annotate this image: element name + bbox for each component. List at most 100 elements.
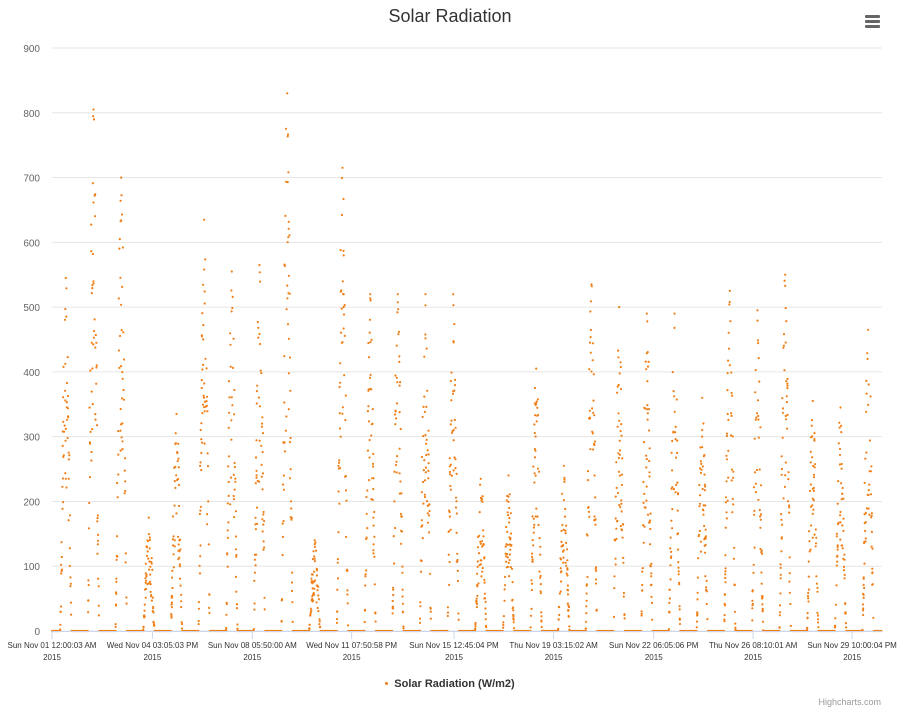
data-point — [623, 613, 626, 616]
data-point — [261, 488, 264, 491]
data-point — [540, 615, 543, 618]
data-point — [732, 557, 736, 560]
data-point — [565, 541, 568, 545]
data-point — [506, 553, 509, 556]
data-point — [202, 394, 205, 397]
data-point — [286, 284, 289, 287]
data-point — [92, 343, 95, 346]
data-point — [815, 575, 818, 578]
data-point — [866, 493, 869, 496]
x-tick-label-year: 2015 — [645, 653, 663, 662]
data-point — [723, 614, 726, 617]
data-point — [505, 499, 508, 502]
data-point — [402, 625, 405, 628]
x-tick-label: Thu Nov 26 08:10:01 AM — [709, 641, 798, 650]
data-point — [400, 530, 404, 533]
data-point — [423, 459, 426, 462]
data-point — [392, 588, 395, 591]
data-point — [757, 498, 760, 501]
data-point — [537, 523, 540, 527]
data-point — [449, 488, 452, 491]
data-point — [835, 535, 838, 538]
data-point — [503, 599, 506, 602]
data-point — [285, 180, 288, 183]
data-point — [508, 575, 511, 578]
data-point — [586, 470, 590, 473]
data-point — [203, 268, 206, 271]
data-point — [760, 571, 763, 574]
data-point — [423, 355, 426, 358]
data-point — [336, 577, 340, 580]
data-point — [67, 519, 70, 522]
legend-item-solar-radiation[interactable]: Solar Radiation (W/m2) — [385, 678, 515, 690]
data-point — [203, 406, 206, 409]
data-point — [480, 497, 484, 500]
data-point — [869, 395, 872, 398]
data-point — [506, 565, 509, 569]
data-point — [367, 341, 370, 345]
data-point — [178, 577, 182, 580]
data-point — [261, 530, 264, 533]
data-point — [728, 364, 731, 367]
data-point — [282, 488, 285, 491]
data-point — [199, 555, 202, 558]
data-point — [366, 449, 369, 452]
data-point — [227, 480, 230, 484]
data-point — [150, 557, 153, 560]
data-point — [807, 597, 810, 600]
data-point — [670, 451, 673, 454]
credits-link[interactable]: Highcharts.com — [818, 697, 881, 707]
data-point — [870, 545, 873, 548]
data-point — [724, 576, 727, 580]
chart-context-menu-button[interactable] — [860, 10, 884, 30]
data-point — [617, 452, 620, 455]
data-point — [176, 478, 179, 482]
data-point — [62, 365, 65, 368]
data-point — [622, 595, 625, 598]
data-point — [591, 430, 594, 433]
data-point-peak — [203, 218, 206, 221]
data-point — [342, 249, 345, 252]
data-point — [838, 426, 841, 429]
data-point — [734, 626, 737, 629]
data-point — [179, 538, 182, 541]
data-point — [678, 622, 682, 626]
data-point — [290, 518, 293, 521]
data-point — [836, 554, 839, 558]
data-point — [814, 528, 817, 531]
data-point — [255, 390, 258, 393]
data-point — [260, 475, 263, 478]
data-point — [363, 608, 367, 611]
data-point — [589, 448, 592, 451]
data-point — [785, 401, 789, 404]
data-point — [372, 552, 375, 555]
data-point — [699, 467, 702, 470]
data-point — [649, 565, 653, 568]
data-point — [732, 503, 735, 506]
data-point — [427, 531, 431, 534]
data-point — [753, 437, 756, 440]
data-point — [235, 553, 238, 557]
data-point — [121, 422, 124, 425]
data-point — [69, 576, 72, 579]
data-point — [730, 479, 733, 482]
data-point — [450, 371, 453, 374]
data-point — [701, 435, 704, 438]
data-point — [751, 607, 754, 610]
data-point — [648, 521, 651, 524]
data-point — [456, 558, 459, 562]
data-point — [201, 403, 205, 406]
data-point — [341, 406, 344, 409]
data-point — [754, 491, 758, 494]
data-point — [393, 562, 396, 565]
data-point — [834, 624, 837, 627]
data-point — [172, 535, 175, 538]
data-point — [701, 487, 704, 491]
data-point — [564, 561, 567, 564]
data-point — [539, 574, 542, 578]
data-point — [505, 525, 508, 529]
data-point — [591, 359, 594, 362]
data-point — [313, 555, 316, 558]
data-point — [392, 535, 395, 538]
data-point — [783, 279, 786, 282]
